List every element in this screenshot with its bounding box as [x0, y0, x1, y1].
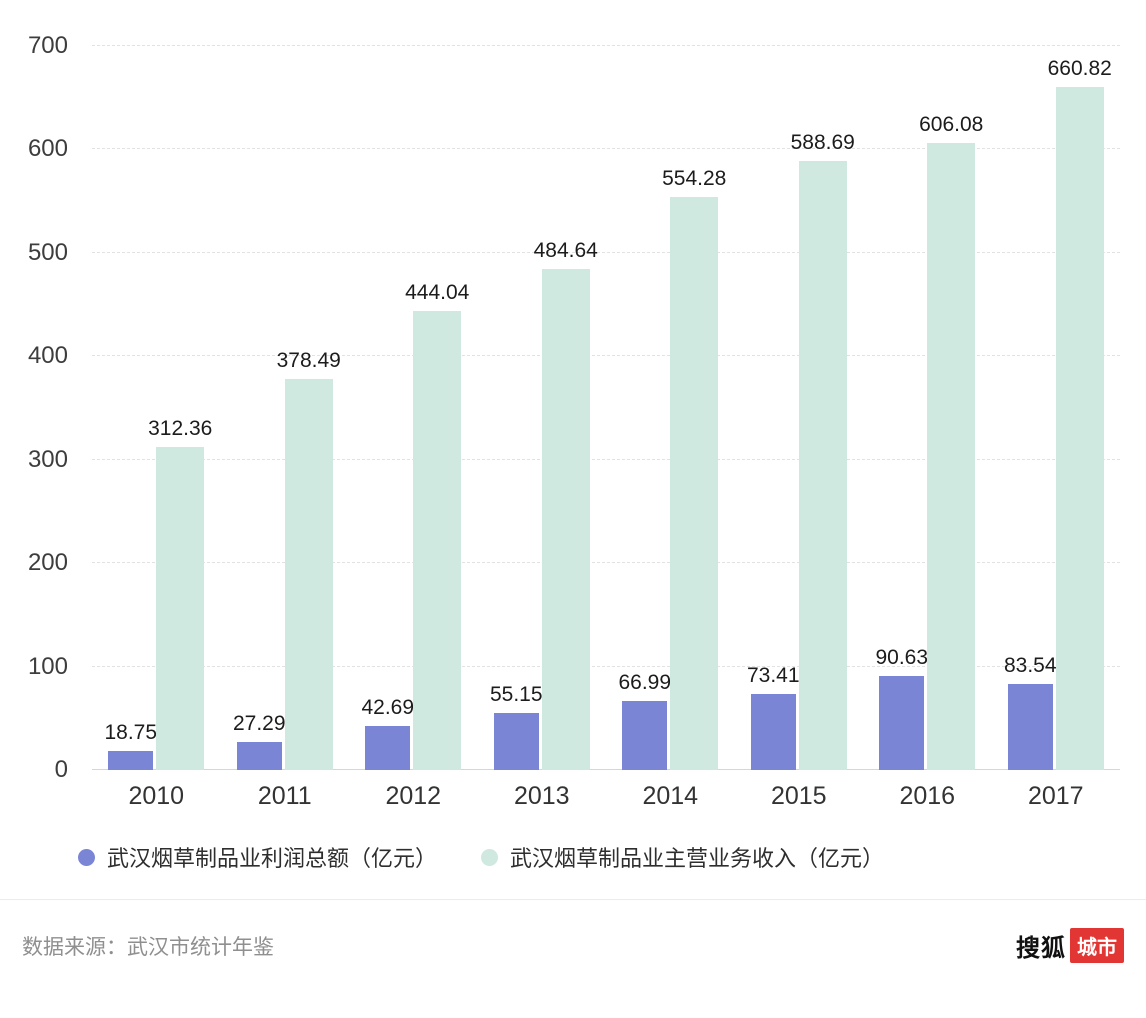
- bar-slot-2015-s1: 588.69: [791, 46, 855, 770]
- value-label-2011-s0: 27.29: [232, 711, 286, 735]
- gridline-300: [92, 458, 1120, 460]
- divider-line: [0, 899, 1146, 900]
- bar-slot-2017-s0: 83.54: [1004, 46, 1057, 770]
- bar-slot-2011-s1: 378.49: [277, 46, 341, 770]
- bar-slot-2010-s0: 18.75: [104, 46, 157, 770]
- logo-text-city: 城市: [1070, 928, 1124, 963]
- gridline-600: [92, 148, 1120, 150]
- legend-label: 武汉烟草制品业主营业务收入（亿元）: [510, 846, 885, 871]
- bar-2015-series-0: [750, 694, 796, 770]
- y-axis-label-700: 700: [27, 32, 68, 59]
- bar-2012-series-0: [365, 725, 411, 770]
- legend: 武汉烟草制品业利润总额（亿元） 武汉烟草制品业主营业务收入（亿元）: [78, 841, 1146, 873]
- x-axis-label-2016: 2016: [899, 782, 956, 810]
- footer: 数据来源：武汉市统计年鉴 搜狐 城市: [0, 928, 1146, 963]
- y-axis-label-0: 0: [54, 756, 68, 783]
- value-label-2013-s0: 55.15: [489, 682, 543, 706]
- x-axis-label-2015: 2015: [770, 782, 827, 810]
- value-label-2017-s0: 83.54: [1003, 653, 1057, 677]
- bar-slot-2017-s1: 660.82: [1048, 46, 1112, 770]
- y-axis-label-200: 200: [27, 549, 68, 577]
- bar-slot-2012-s0: 42.69: [361, 46, 414, 770]
- value-label-2013-s1: 484.64: [533, 238, 598, 262]
- chart-page: 0 100 200 300 400 500 600 700 18.75 312.36 27.29 37…: [0, 34, 1146, 1018]
- x-axis-label-2011: 2011: [257, 782, 312, 810]
- value-label-2014-s0: 66.99: [618, 670, 672, 694]
- source-text: 数据来源：武汉市统计年鉴: [22, 935, 274, 959]
- value-label-2015-s0: 73.41: [746, 664, 800, 688]
- gridline-0: [92, 769, 1120, 770]
- value-label-2015-s1: 588.69: [790, 131, 855, 155]
- gridline-500: [92, 251, 1120, 253]
- bar-slot-2014-s1: 554.28: [662, 46, 726, 770]
- plot-area: 0 100 200 300 400 500 600 700 18.75 312.36 27.29 37…: [28, 34, 1120, 782]
- x-axis-label-2012: 2012: [385, 782, 442, 810]
- bar-slot-2013-s0: 55.15: [490, 46, 543, 770]
- bar-slot-2014-s0: 66.99: [618, 46, 671, 770]
- y-axis-label-500: 500: [27, 238, 68, 266]
- y-axis-label-100: 100: [27, 652, 68, 680]
- legend-dot-icon: [78, 848, 95, 866]
- year-group-2017: 83.54 660.82: [992, 46, 1121, 770]
- value-label-2017-s1: 660.82: [1047, 56, 1112, 80]
- bar-2017-series-0: [1007, 683, 1053, 770]
- bar-slot-2013-s1: 484.64: [534, 46, 598, 770]
- value-label-2016-s1: 606.08: [919, 113, 984, 137]
- bar-slot-2015-s0: 73.41: [747, 46, 800, 770]
- gridline-100: [92, 665, 1120, 667]
- gridline-400: [92, 355, 1120, 357]
- x-axis-label-2010: 2010: [128, 782, 185, 810]
- bar-2010-series-1: [156, 446, 205, 770]
- year-group-2013: 55.15 484.64: [478, 46, 607, 770]
- year-group-2016: 90.63 606.08: [863, 46, 992, 770]
- sohu-city-logo: 搜狐 城市: [1016, 928, 1124, 963]
- gridline-200: [92, 562, 1120, 564]
- legend-item-0: 武汉烟草制品业利润总额（亿元）: [78, 841, 437, 873]
- bar-2012-series-1: [413, 310, 462, 770]
- bar-slot-2010-s1: 312.36: [148, 46, 212, 770]
- bar-2013-series-1: [541, 268, 590, 770]
- y-axis-label-600: 600: [27, 135, 68, 163]
- x-axis-labels: 2010 2011 2012 2013 2014 2015 2016 2017: [92, 782, 1120, 811]
- year-group-2015: 73.41 588.69: [735, 46, 864, 770]
- bar-2015-series-1: [798, 161, 847, 770]
- bars-row: 18.75 312.36 27.29 378.49 42.69 444.04 55.15 48…: [92, 46, 1120, 770]
- year-group-2014: 66.99 554.28: [606, 46, 735, 770]
- value-label-2012-s0: 42.69: [361, 695, 415, 719]
- bar-2017-series-1: [1055, 86, 1104, 770]
- logo-text-sohu: 搜狐: [1016, 935, 1066, 962]
- y-axis-label-300: 300: [27, 445, 68, 473]
- bar-slot-2011-s0: 27.29: [233, 46, 286, 770]
- bar-slot-2016-s1: 606.08: [919, 46, 983, 770]
- bar-slot-2016-s0: 90.63: [875, 46, 928, 770]
- value-label-2016-s0: 90.63: [875, 646, 929, 670]
- bar-2016-series-1: [927, 143, 976, 770]
- year-group-2011: 27.29 378.49: [221, 46, 350, 770]
- legend-dot-icon: [481, 848, 499, 866]
- bar-2010-series-0: [108, 750, 154, 770]
- year-group-2012: 42.69 444.04: [349, 46, 478, 770]
- bar-2013-series-0: [493, 712, 539, 770]
- legend-label: 武汉烟草制品业利润总额（亿元）: [107, 846, 438, 871]
- bar-2016-series-0: [879, 676, 925, 770]
- y-axis-label-400: 400: [27, 342, 68, 370]
- value-label-2011-s1: 378.49: [276, 348, 341, 372]
- value-label-2012-s1: 444.04: [405, 280, 470, 304]
- value-label-2010-s0: 18.75: [104, 720, 158, 744]
- value-label-2014-s1: 554.28: [662, 166, 727, 190]
- x-axis-label-2017: 2017: [1027, 782, 1084, 810]
- bar-2014-series-1: [670, 196, 719, 770]
- x-axis-label-2014: 2014: [642, 782, 699, 810]
- value-label-2010-s1: 312.36: [148, 416, 213, 440]
- x-axis-label-2013: 2013: [513, 782, 570, 810]
- bar-2014-series-0: [622, 700, 668, 770]
- bar-slot-2012-s1: 444.04: [405, 46, 469, 770]
- year-group-2010: 18.75 312.36: [92, 46, 221, 770]
- bar-2011-series-1: [284, 378, 333, 770]
- gridline-700: [92, 45, 1120, 46]
- legend-item-1: 武汉烟草制品业主营业务收入（亿元）: [481, 841, 884, 873]
- bar-2011-series-0: [236, 741, 282, 770]
